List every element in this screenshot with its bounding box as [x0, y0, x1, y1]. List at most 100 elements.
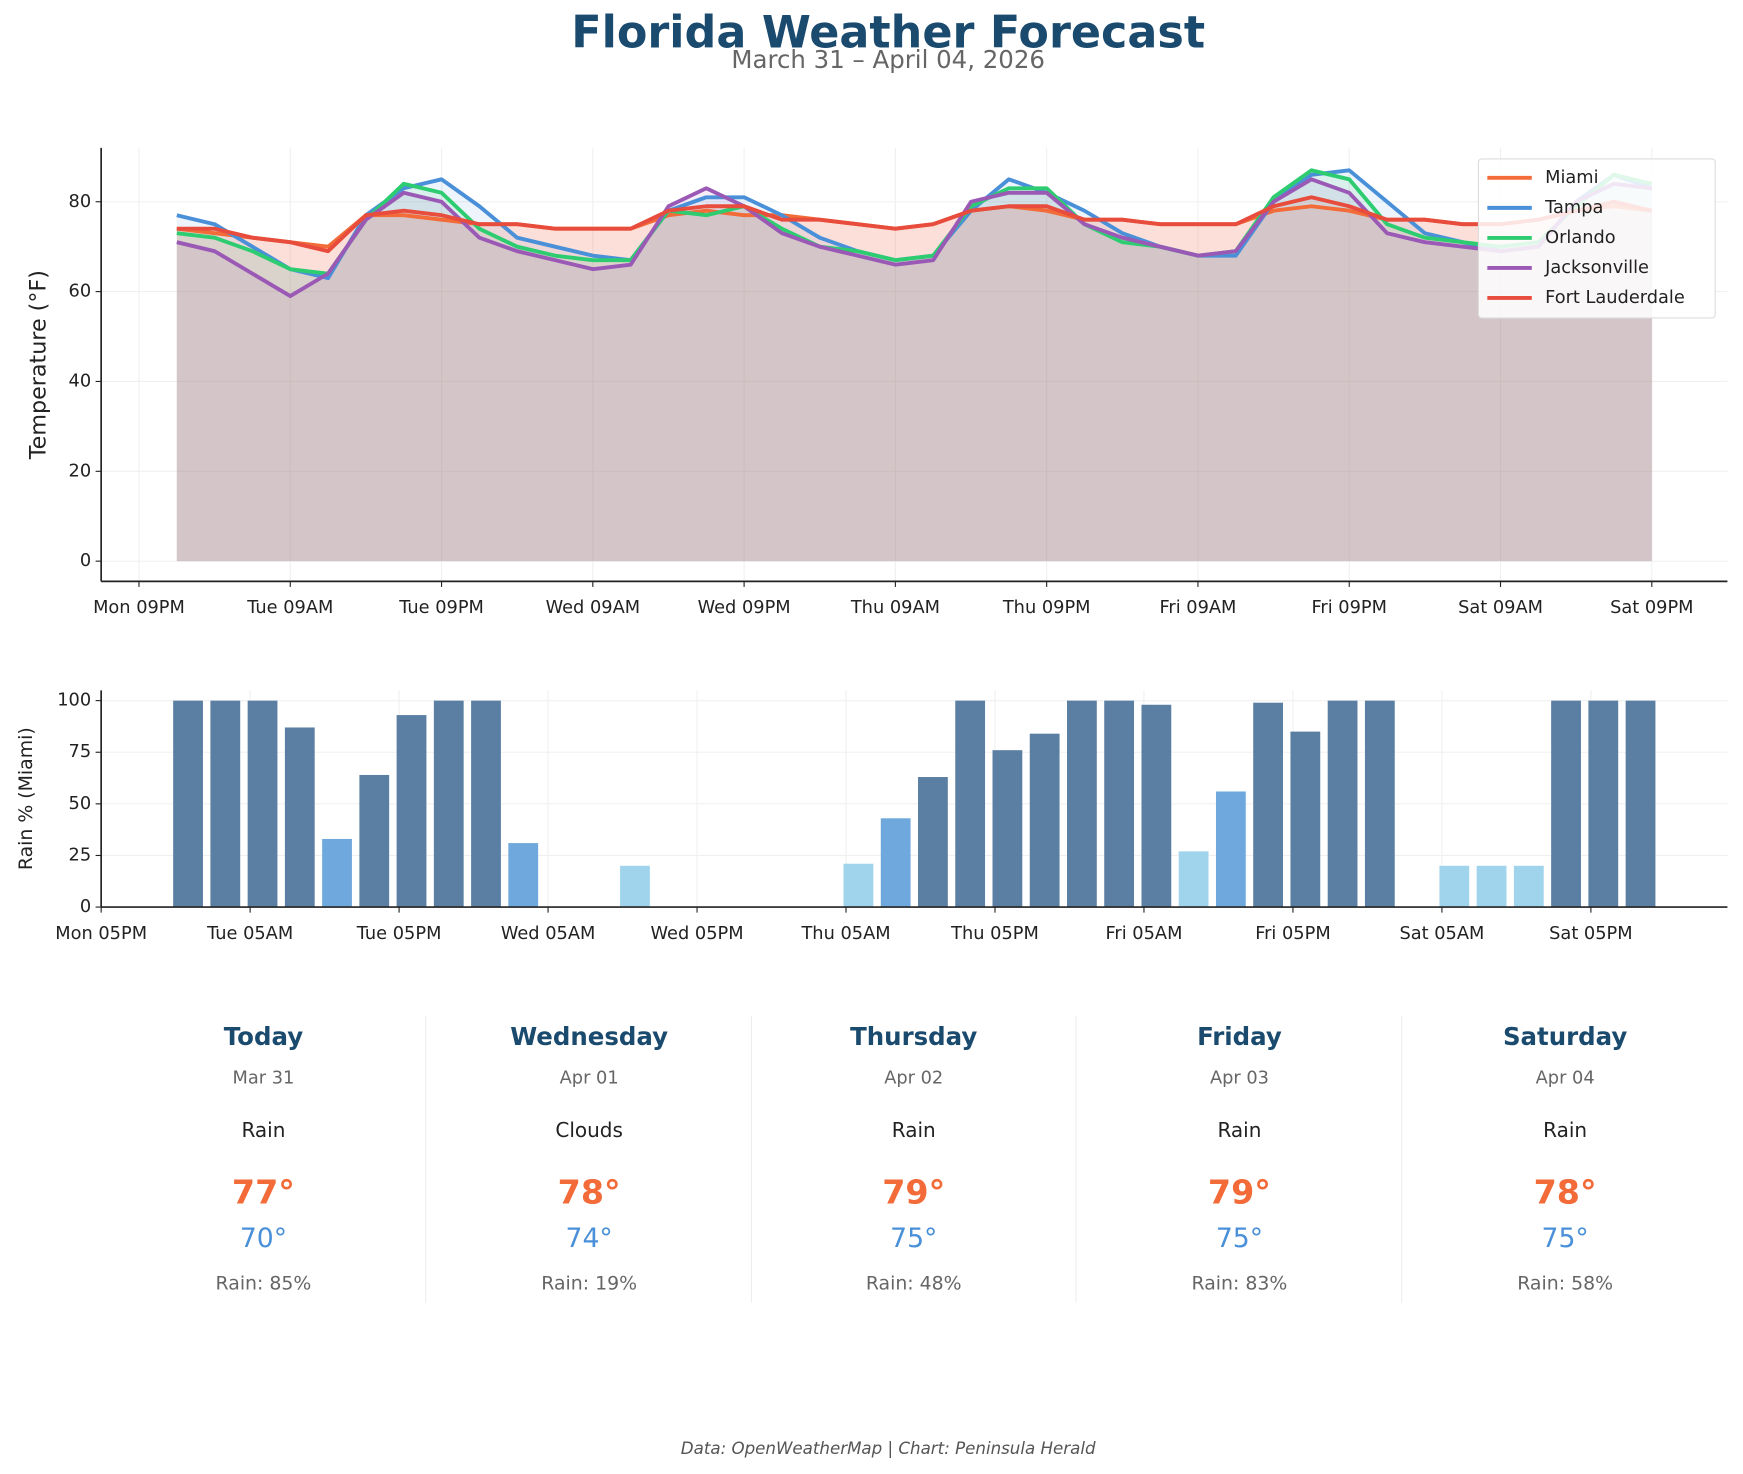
high-temp: 78° — [558, 1172, 621, 1211]
low-temp: 75° — [1542, 1223, 1589, 1254]
bar — [1215, 791, 1246, 908]
bar — [1178, 851, 1209, 908]
day-name: Today — [224, 1022, 303, 1051]
y-axis-label: Rain % (Miami) — [15, 727, 37, 870]
rain-chance: Rain: 19% — [541, 1272, 637, 1294]
day-name: Saturday — [1503, 1022, 1627, 1051]
line — [176, 177, 1653, 299]
line — [176, 195, 1653, 254]
condition: Rain — [1543, 1118, 1587, 1142]
day-date: Apr 02 — [884, 1067, 943, 1088]
y-tick-label: 20 — [69, 460, 92, 481]
bar — [508, 843, 539, 908]
bar — [284, 727, 315, 908]
x-tick-label: Wed 05PM — [651, 923, 744, 944]
area-fill — [176, 170, 1652, 562]
y-tick-label: 0 — [80, 550, 91, 571]
day-name: Thursday — [850, 1022, 977, 1051]
rain-chance: Rain: 58% — [1517, 1272, 1613, 1294]
low-temp: 75° — [890, 1223, 937, 1254]
bar — [918, 777, 948, 908]
x-tick-label: Mon 05PM — [55, 923, 147, 944]
area-fill — [176, 197, 1652, 562]
x-tick-label: Sat 09PM — [1610, 597, 1693, 618]
rain-chance: Rain: 85% — [216, 1272, 312, 1294]
x-tick-label: Fri 05AM — [1106, 923, 1183, 944]
x-tick-label: Fri 09AM — [1159, 597, 1236, 618]
bar — [620, 865, 650, 908]
bar — [880, 818, 911, 908]
line — [176, 168, 1653, 276]
x-tick-label: Wed 09AM — [546, 597, 640, 618]
x-tick-label: Thu 05PM — [950, 923, 1039, 944]
area-fill — [176, 179, 1652, 562]
title: Florida Weather Forecast — [571, 8, 1205, 59]
bar — [433, 700, 464, 908]
y-axis-label: Temperature (°F) — [25, 270, 51, 460]
condition: Rain — [241, 1118, 285, 1142]
rain-chance: Rain: 48% — [866, 1272, 962, 1294]
bar — [1029, 733, 1060, 908]
subtitle: March 31 – April 04, 2026 — [731, 45, 1045, 74]
high-temp: 79° — [882, 1172, 945, 1211]
high-temp: 78° — [1534, 1172, 1597, 1211]
bar — [1290, 731, 1321, 908]
low-temp: 75° — [1216, 1223, 1263, 1254]
high-temp: 77° — [232, 1172, 295, 1211]
area-fill — [176, 206, 1652, 562]
y-tick-label: 60 — [69, 281, 92, 302]
bar — [1439, 865, 1470, 908]
day-name: Friday — [1197, 1022, 1282, 1051]
x-tick-label: Sat 05AM — [1399, 923, 1484, 944]
day-name: Wednesday — [510, 1022, 668, 1051]
area-fill — [176, 170, 1652, 562]
bar — [1476, 865, 1507, 908]
bar — [843, 863, 874, 908]
legend-box — [1477, 158, 1716, 319]
bar — [210, 700, 241, 908]
x-tick-label: Fri 09PM — [1311, 597, 1386, 618]
bar — [992, 750, 1023, 908]
bar — [1327, 700, 1358, 908]
day-date: Apr 01 — [560, 1067, 619, 1088]
day-date: Apr 03 — [1210, 1067, 1269, 1088]
bar — [247, 700, 278, 908]
x-tick-label: Thu 05AM — [800, 923, 890, 944]
x-tick-label: Tue 09PM — [398, 597, 484, 618]
bar — [471, 700, 501, 908]
x-tick-label: Tue 05PM — [356, 923, 442, 944]
condition: Clouds — [555, 1118, 623, 1142]
y-tick-label: 0 — [80, 896, 91, 917]
bar — [322, 838, 352, 908]
bar — [1066, 700, 1097, 908]
legend-label: Jacksonville — [1544, 257, 1649, 278]
x-tick-label: Sat 09AM — [1458, 597, 1543, 618]
separators — [425, 1016, 1403, 1303]
day-date: Mar 31 — [233, 1067, 295, 1088]
x-tick-label: Tue 05AM — [206, 923, 293, 944]
legend-label: Tampa — [1544, 197, 1603, 218]
bar — [1104, 700, 1135, 908]
bar — [1141, 704, 1172, 908]
bar — [1625, 700, 1656, 908]
x-tick-label: Thu 09AM — [850, 597, 940, 618]
legend: Miami Tampa Orlando Jacksonville Fort Lauder… — [1477, 158, 1716, 319]
low-temp: 74° — [566, 1223, 613, 1254]
high-temp: 79° — [1208, 1172, 1271, 1211]
bar — [359, 774, 390, 908]
x-tick-label: Sat 05PM — [1549, 923, 1632, 944]
bar — [955, 700, 986, 908]
x-tick-label: Wed 09PM — [698, 597, 791, 618]
y-tick-label: 75 — [69, 741, 92, 762]
low-temp: 70° — [240, 1223, 287, 1254]
x-tick-label: Tue 09AM — [246, 597, 333, 618]
y-tick-label: 100 — [57, 690, 91, 711]
condition: Rain — [1217, 1118, 1261, 1142]
y-tick-label: 50 — [69, 793, 92, 814]
x-tick-label: Thu 09PM — [1002, 597, 1091, 618]
bar — [1513, 865, 1544, 908]
footer: Data: OpenWeatherMap | Chart: Peninsula … — [681, 1439, 1096, 1458]
bar — [396, 715, 427, 908]
bar — [1253, 702, 1284, 908]
bar — [1551, 700, 1581, 908]
